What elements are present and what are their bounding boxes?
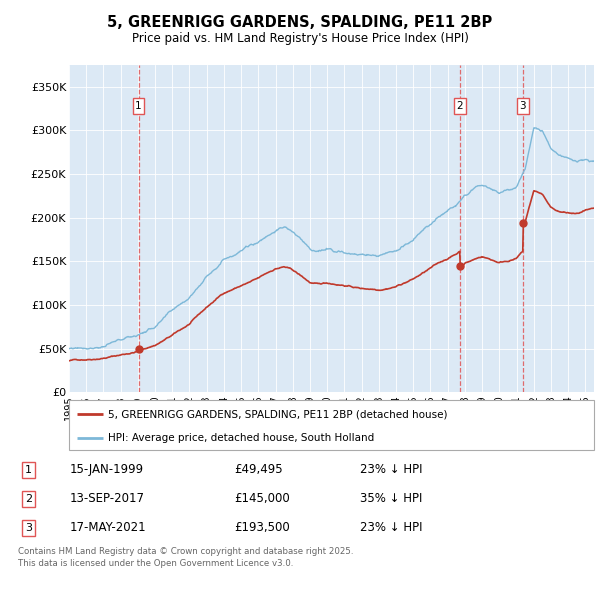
Text: £193,500: £193,500 [235, 522, 290, 535]
Text: Contains HM Land Registry data © Crown copyright and database right 2025.
This d: Contains HM Land Registry data © Crown c… [18, 547, 353, 568]
Text: 17-MAY-2021: 17-MAY-2021 [70, 522, 146, 535]
Text: 2: 2 [25, 494, 32, 504]
Text: 3: 3 [25, 523, 32, 533]
Text: HPI: Average price, detached house, South Holland: HPI: Average price, detached house, Sout… [109, 432, 374, 442]
Text: 5, GREENRIGG GARDENS, SPALDING, PE11 2BP: 5, GREENRIGG GARDENS, SPALDING, PE11 2BP [107, 15, 493, 30]
Text: 1: 1 [25, 465, 32, 475]
Text: 35% ↓ HPI: 35% ↓ HPI [360, 492, 422, 505]
Text: 23% ↓ HPI: 23% ↓ HPI [360, 522, 422, 535]
Text: £49,495: £49,495 [235, 463, 283, 476]
FancyBboxPatch shape [69, 400, 594, 450]
Text: 5, GREENRIGG GARDENS, SPALDING, PE11 2BP (detached house): 5, GREENRIGG GARDENS, SPALDING, PE11 2BP… [109, 409, 448, 419]
Text: 2: 2 [457, 101, 463, 111]
Text: £145,000: £145,000 [235, 492, 290, 505]
Text: 23% ↓ HPI: 23% ↓ HPI [360, 463, 422, 476]
Text: 3: 3 [520, 101, 526, 111]
Text: 15-JAN-1999: 15-JAN-1999 [70, 463, 143, 476]
Text: 1: 1 [135, 101, 142, 111]
Text: Price paid vs. HM Land Registry's House Price Index (HPI): Price paid vs. HM Land Registry's House … [131, 32, 469, 45]
Text: 13-SEP-2017: 13-SEP-2017 [70, 492, 145, 505]
